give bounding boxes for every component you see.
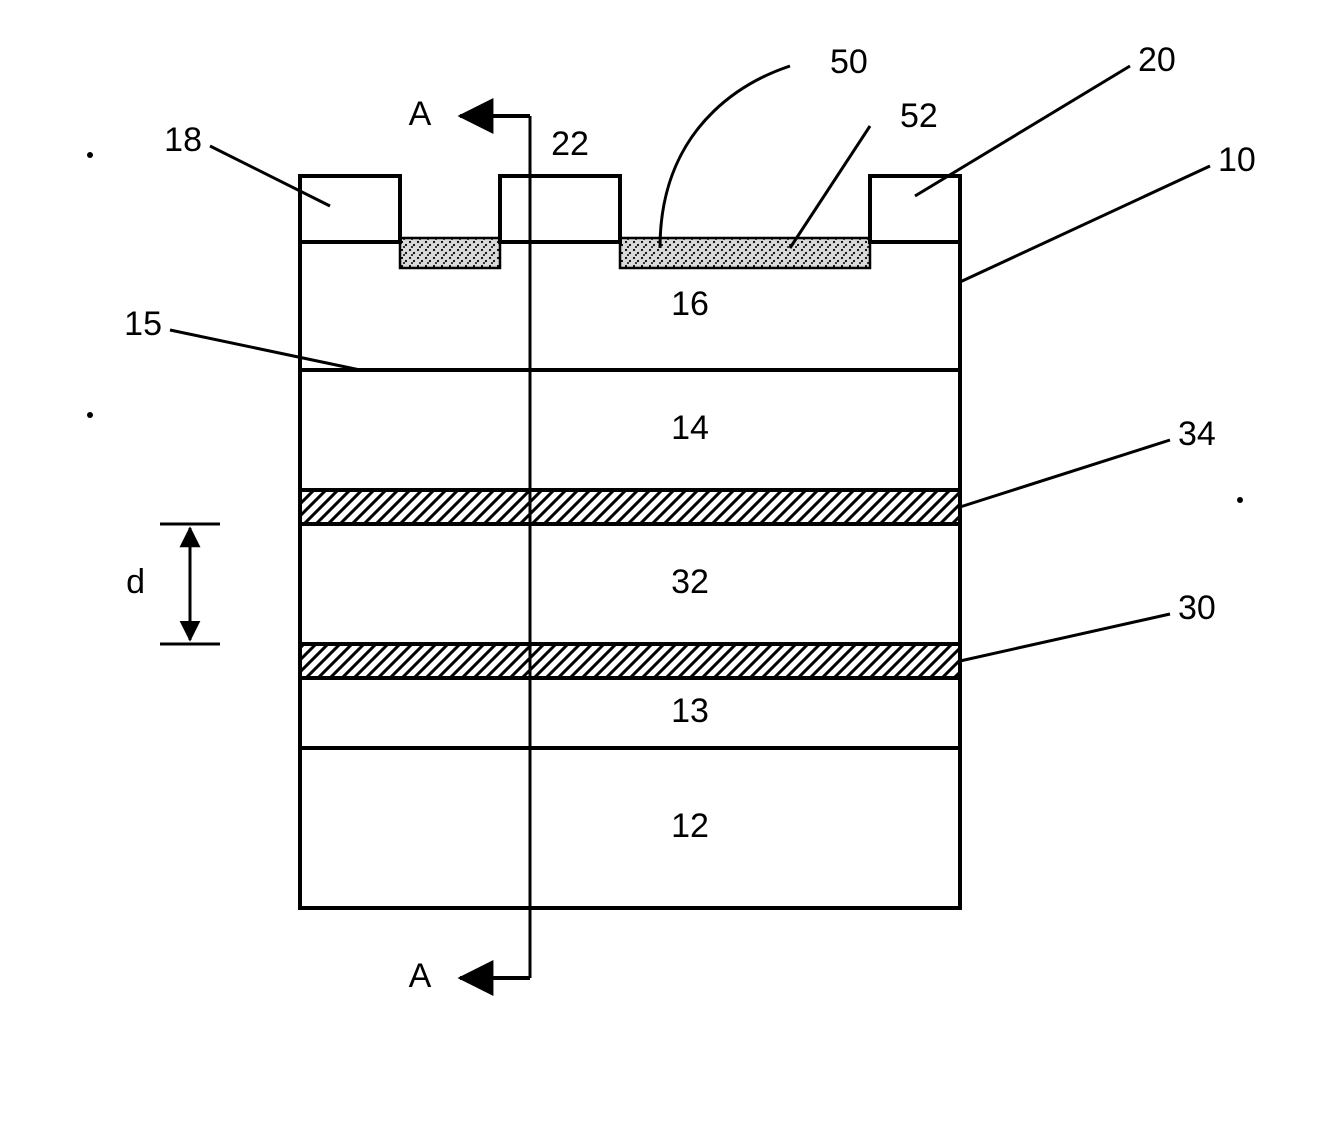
dot-ml xyxy=(87,412,93,418)
layer-32 xyxy=(300,524,960,644)
layer-34 xyxy=(300,490,960,524)
layer-30 xyxy=(300,644,960,678)
ref-22: 22 xyxy=(551,125,589,163)
ref-15: 15 xyxy=(124,305,162,343)
ref-34: 34 xyxy=(1178,415,1216,453)
leader-10 xyxy=(960,166,1210,282)
ref-30: 30 xyxy=(1178,589,1216,627)
leader-34 xyxy=(960,440,1170,507)
dot-mr xyxy=(1237,497,1243,503)
leader-30 xyxy=(960,614,1170,661)
ref-20: 20 xyxy=(1138,41,1176,79)
ref-50: 50 xyxy=(830,43,868,81)
leader-52 xyxy=(790,126,870,248)
electrode-e22 xyxy=(500,176,620,242)
section-label-a-top: A xyxy=(409,95,432,133)
layer-label-r13: 13 xyxy=(671,692,709,730)
ref-18: 18 xyxy=(164,121,202,159)
dot-tl xyxy=(87,152,93,158)
dim-d-label: d xyxy=(126,563,145,601)
layer-label-r14: 14 xyxy=(671,409,709,447)
electrode-e18 xyxy=(300,176,400,242)
electrode-e20 xyxy=(870,176,960,242)
protective-g52 xyxy=(620,238,870,268)
layer-12 xyxy=(300,748,960,908)
ref-10: 10 xyxy=(1218,141,1256,179)
ref-52: 52 xyxy=(900,97,938,135)
layer-label-r16: 16 xyxy=(671,285,709,323)
protective-g50 xyxy=(400,238,500,268)
leader-50 xyxy=(660,66,790,248)
leader-20 xyxy=(915,66,1130,196)
layer-14 xyxy=(300,370,960,490)
layer-13 xyxy=(300,678,960,748)
layer-label-r32: 32 xyxy=(671,563,709,601)
section-label-a-bottom: A xyxy=(409,957,432,995)
leader-15 xyxy=(170,330,360,370)
layer-label-r12: 12 xyxy=(671,807,709,845)
